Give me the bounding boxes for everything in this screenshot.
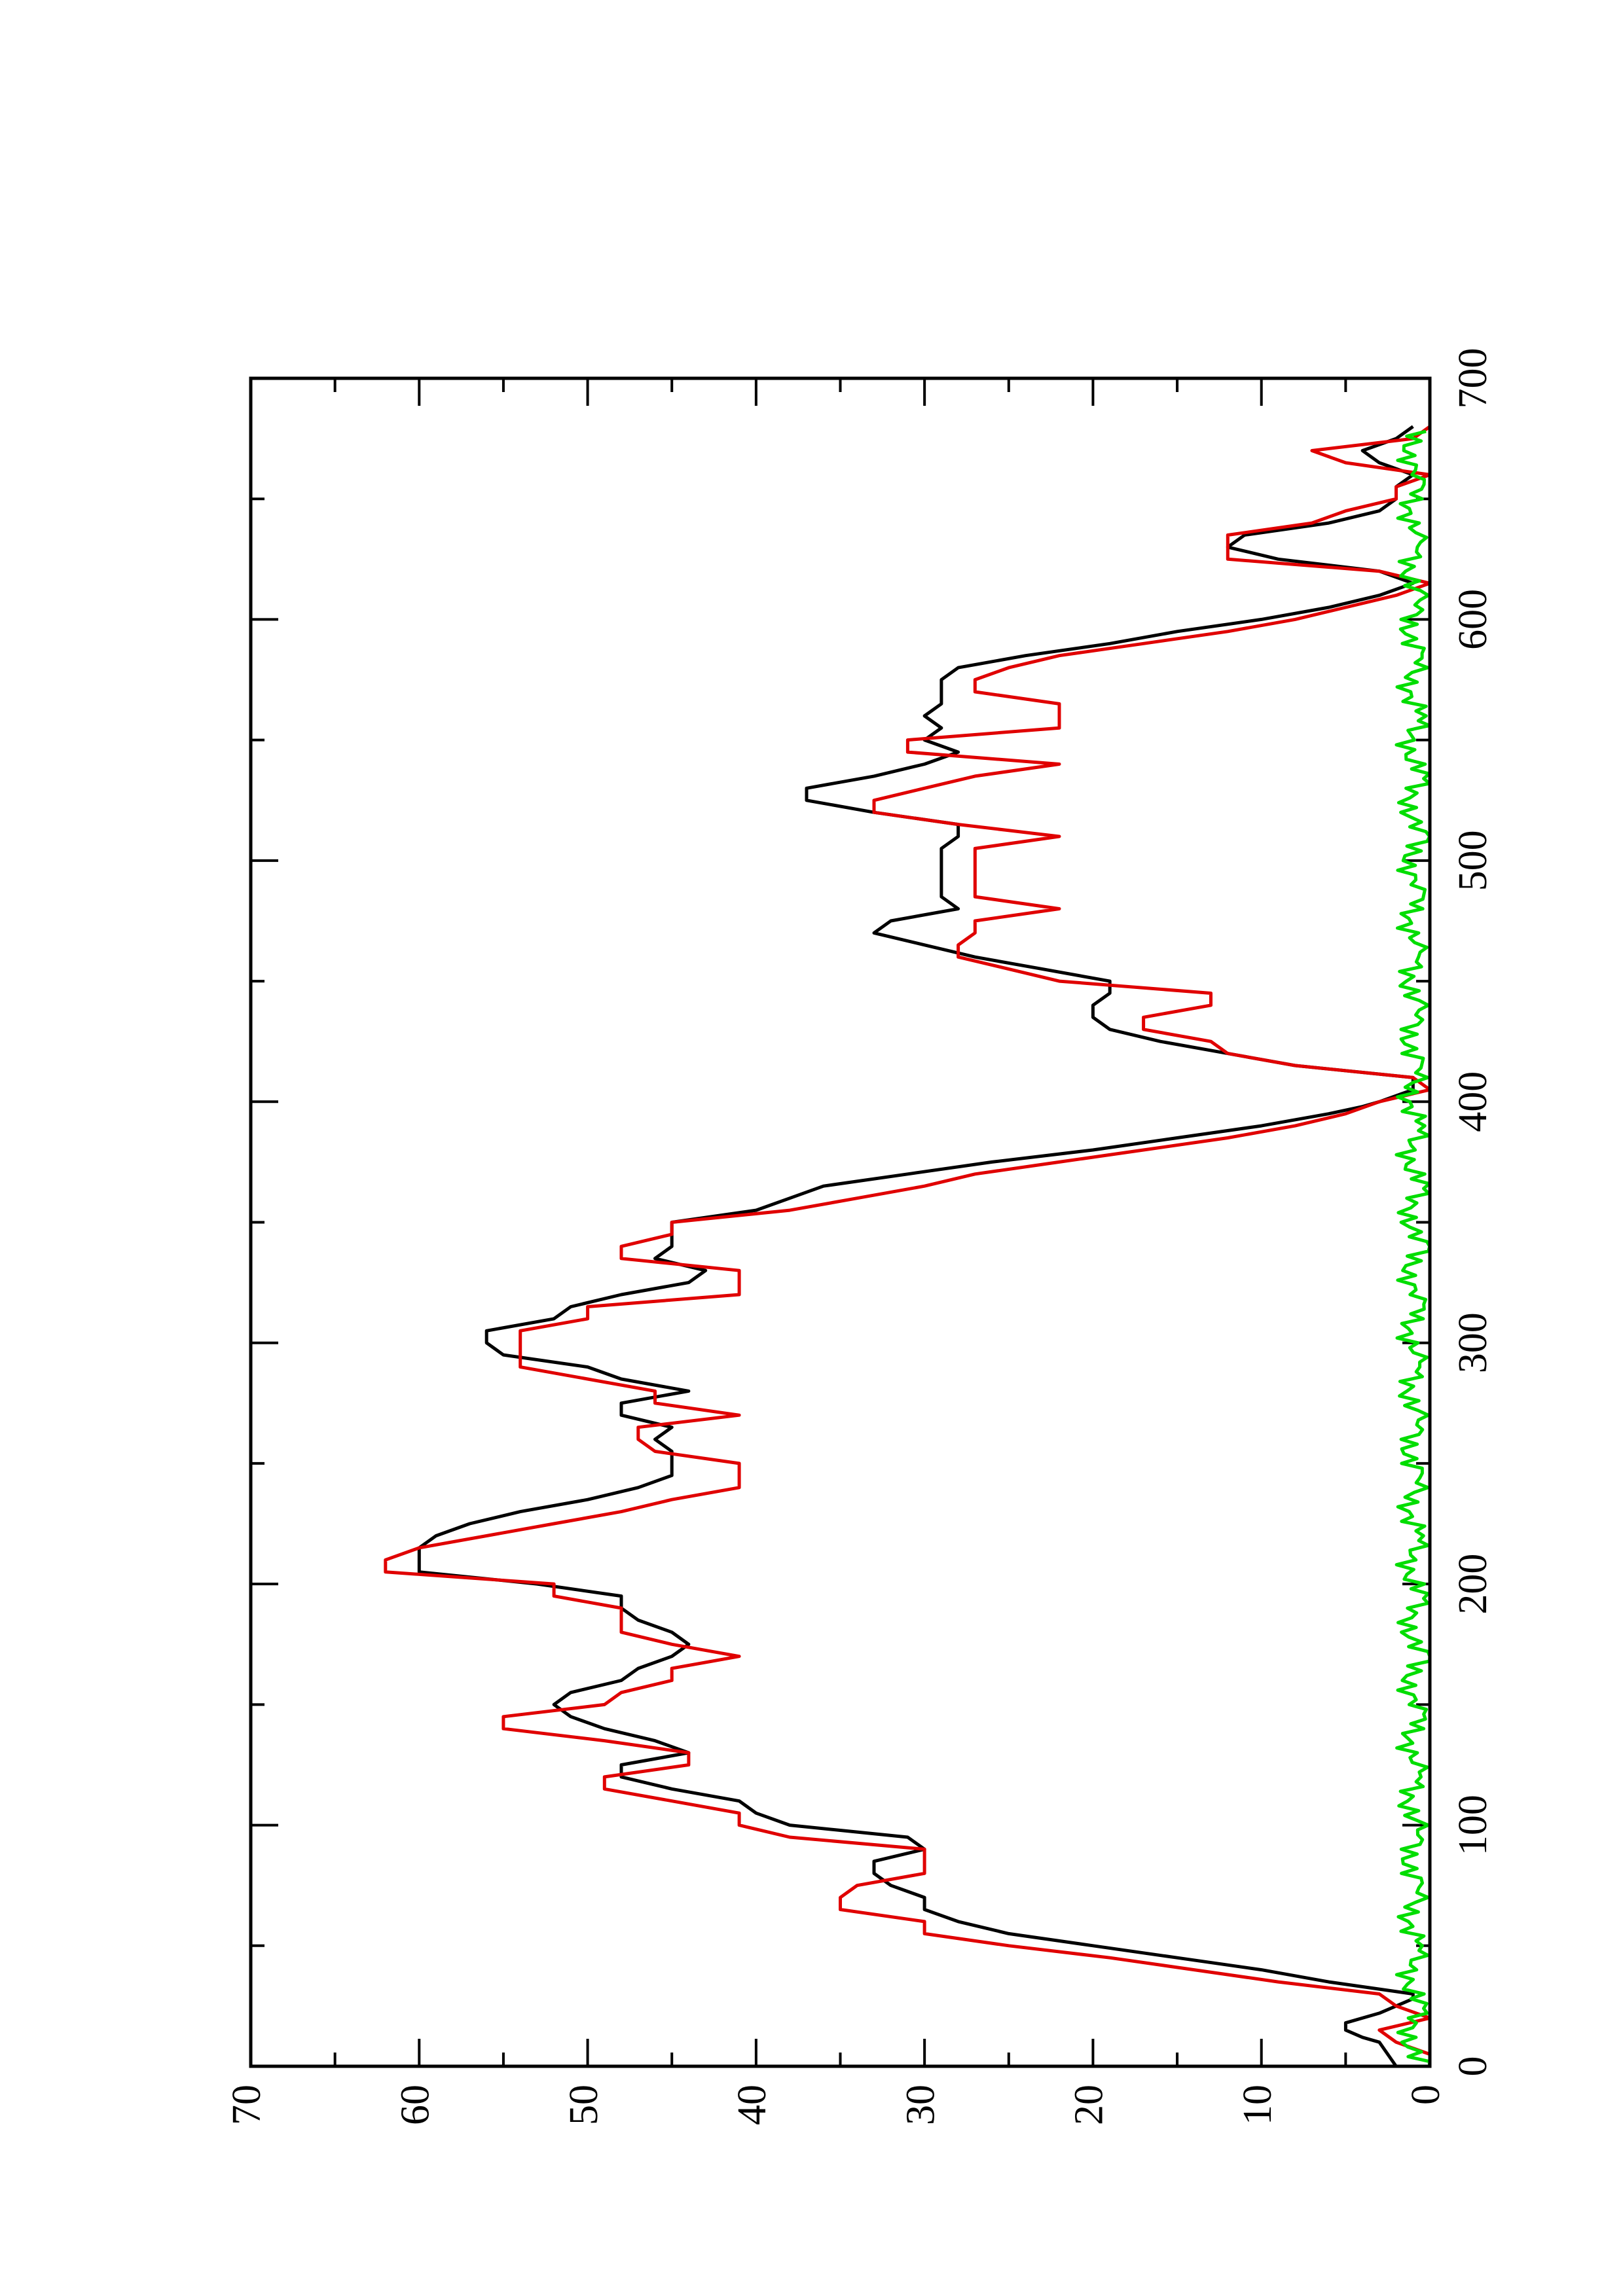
labels-layer: 0 100 200 300 400 500 600 700 0 10 20 30 40 50 60 70 <box>225 348 1495 2126</box>
y-tick-label: 20 <box>1067 2085 1112 2125</box>
y-tick-label: 0 <box>1404 2085 1448 2105</box>
x-tick-label: 200 <box>1451 1554 1495 1615</box>
x-tick-label: 500 <box>1451 830 1495 891</box>
red-series-line <box>384 425 1432 2056</box>
series-layer <box>384 425 1432 2068</box>
y-tick-label: 40 <box>730 2085 775 2125</box>
green-series-line <box>1395 429 1432 2067</box>
x-tick-label: 300 <box>1451 1312 1495 1373</box>
ticks-layer <box>249 377 1431 2068</box>
y-tick-label: 10 <box>1235 2085 1280 2125</box>
black-series-line <box>417 425 1415 2068</box>
x-tick-label: 100 <box>1451 1795 1495 1856</box>
x-tick-label: 0 <box>1451 2056 1495 2077</box>
x-tick-label: 700 <box>1451 348 1495 409</box>
y-tick-label: 50 <box>562 2085 606 2125</box>
y-tick-label: 60 <box>393 2085 438 2125</box>
y-tick-label: 30 <box>898 2085 943 2125</box>
x-tick-label: 600 <box>1451 589 1495 650</box>
y-tick-label: 70 <box>225 2085 269 2125</box>
x-tick-label: 400 <box>1451 1071 1495 1132</box>
plot-frame <box>249 376 1432 2068</box>
